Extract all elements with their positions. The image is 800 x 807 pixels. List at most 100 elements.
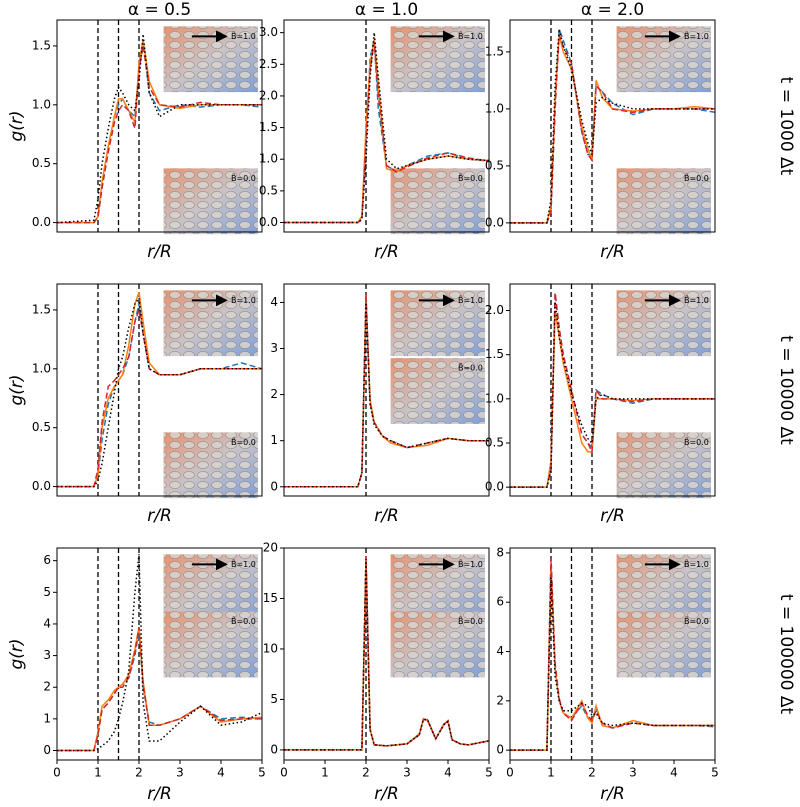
y-tick-label: 10	[263, 641, 278, 655]
y-tick-label: 8	[496, 545, 504, 559]
x-tick-label: 0	[506, 766, 514, 780]
inset-label: B̃=0.0	[231, 436, 256, 446]
y-tick-label: 0	[496, 743, 504, 757]
inset-label: B̃=0.0	[458, 362, 483, 372]
series-line	[284, 556, 489, 751]
inset-label: B̃=1.0	[458, 294, 483, 304]
y-tick-label: 0.5	[485, 158, 504, 172]
inset-grains	[390, 611, 485, 678]
y-tick-label: 1.5	[485, 44, 504, 58]
y-tick-label: 2.5	[259, 57, 278, 71]
y-tick-label: 3	[43, 648, 51, 662]
y-tick-label: 2.0	[259, 88, 278, 102]
y-tick-label: 0.5	[259, 183, 278, 197]
inset-label: B̃=0.0	[684, 616, 709, 626]
inset-grains	[616, 168, 711, 235]
inset-label: B̃=1.0	[231, 558, 256, 568]
y-tick-label: 1.5	[485, 347, 504, 361]
x-tick-label: 3	[176, 766, 184, 780]
x-tick-label: 4	[217, 766, 225, 780]
inset-label: B̃=0.0	[458, 172, 483, 182]
column-title: α = 0.5	[128, 0, 191, 20]
column-title: α = 2.0	[581, 0, 644, 20]
y-tick-label: 2	[43, 680, 51, 694]
plot-frame	[283, 19, 490, 233]
series-line	[57, 554, 262, 752]
inset-label: B̃=1.0	[458, 558, 483, 568]
y-tick-label: 1	[270, 433, 278, 447]
y-tick-label: 0.5	[32, 156, 51, 170]
y-tick-label: 1.5	[32, 38, 51, 52]
plot-frame	[283, 283, 490, 497]
y-axis-label: g(r)	[7, 110, 27, 141]
y-tick-label: 1.0	[32, 361, 51, 375]
plot-frame	[509, 547, 716, 761]
inset-grains	[616, 611, 711, 678]
inset-label: B̃=0.0	[458, 616, 483, 626]
x-tick-label: 1	[94, 766, 102, 780]
row-label: t = 1000 Δt	[776, 77, 796, 176]
series-line	[284, 302, 489, 488]
series-line	[510, 34, 715, 224]
inset-label: B̃=0.0	[231, 616, 256, 626]
y-axis-label: g(r)	[7, 638, 27, 669]
y-tick-label: 2	[496, 693, 504, 707]
y-tick-label: 0.0	[32, 215, 51, 229]
y-tick-label: 4	[270, 295, 278, 309]
y-tick-label: 6	[43, 553, 51, 567]
y-tick-label: 3	[270, 341, 278, 355]
y-tick-label: 0	[270, 742, 278, 756]
x-tick-label: 2	[362, 766, 370, 780]
x-tick-label: 5	[711, 766, 719, 780]
y-tick-label: 1.5	[32, 302, 51, 316]
y-tick-label: 0	[270, 479, 278, 493]
x-tick-label: 5	[485, 766, 493, 780]
x-axis-label: r/R	[600, 784, 625, 803]
x-tick-label: 1	[547, 766, 555, 780]
x-axis-label: r/R	[374, 506, 399, 526]
y-tick-label: 2	[270, 387, 278, 401]
inset-label: B̃=1.0	[684, 30, 709, 40]
x-tick-label: 2	[135, 766, 143, 780]
x-axis-label: r/R	[147, 506, 172, 526]
inset-grains	[390, 168, 485, 235]
plot-frame	[283, 547, 490, 761]
inset-label: B̃=1.0	[684, 558, 709, 568]
series-line	[57, 45, 262, 224]
y-tick-label: 1.0	[485, 391, 504, 405]
inset-label: B̃=0.0	[231, 172, 256, 182]
y-tick-label: 0.5	[485, 436, 504, 450]
inset-label: B̃=1.0	[231, 30, 256, 40]
series-line	[510, 292, 715, 488]
plot-frame	[509, 19, 716, 233]
series-line	[510, 557, 715, 751]
y-tick-label: 4	[496, 644, 504, 658]
y-tick-label: 3.0	[259, 25, 278, 39]
x-tick-label: 4	[444, 766, 452, 780]
y-tick-label: 0.0	[32, 479, 51, 493]
x-axis-label: r/R	[147, 784, 172, 803]
y-tick-label: 1.5	[259, 120, 278, 134]
x-axis-label: r/R	[147, 242, 172, 262]
row-label: t = 10000 Δt	[776, 335, 796, 445]
inset-grains	[163, 611, 258, 678]
y-tick-label: 0.0	[485, 215, 504, 229]
plot-frame	[56, 283, 263, 497]
y-tick-label: 0.0	[485, 480, 504, 494]
x-tick-label: 4	[670, 766, 678, 780]
inset-grains	[163, 432, 258, 499]
y-tick-label: 0.0	[259, 215, 278, 229]
column-title: α = 1.0	[355, 0, 418, 20]
y-tick-label: 5	[43, 585, 51, 599]
inset-grains	[163, 168, 258, 235]
inset-label: B̃=1.0	[458, 30, 483, 40]
x-axis-label: r/R	[374, 242, 399, 262]
x-tick-label: 3	[403, 766, 411, 780]
y-tick-label: 4	[43, 616, 51, 630]
plot-frame	[56, 19, 263, 233]
y-tick-label: 6	[496, 595, 504, 609]
y-tick-label: 1	[43, 711, 51, 725]
x-tick-label: 0	[280, 766, 288, 780]
plot-frame	[509, 283, 716, 497]
